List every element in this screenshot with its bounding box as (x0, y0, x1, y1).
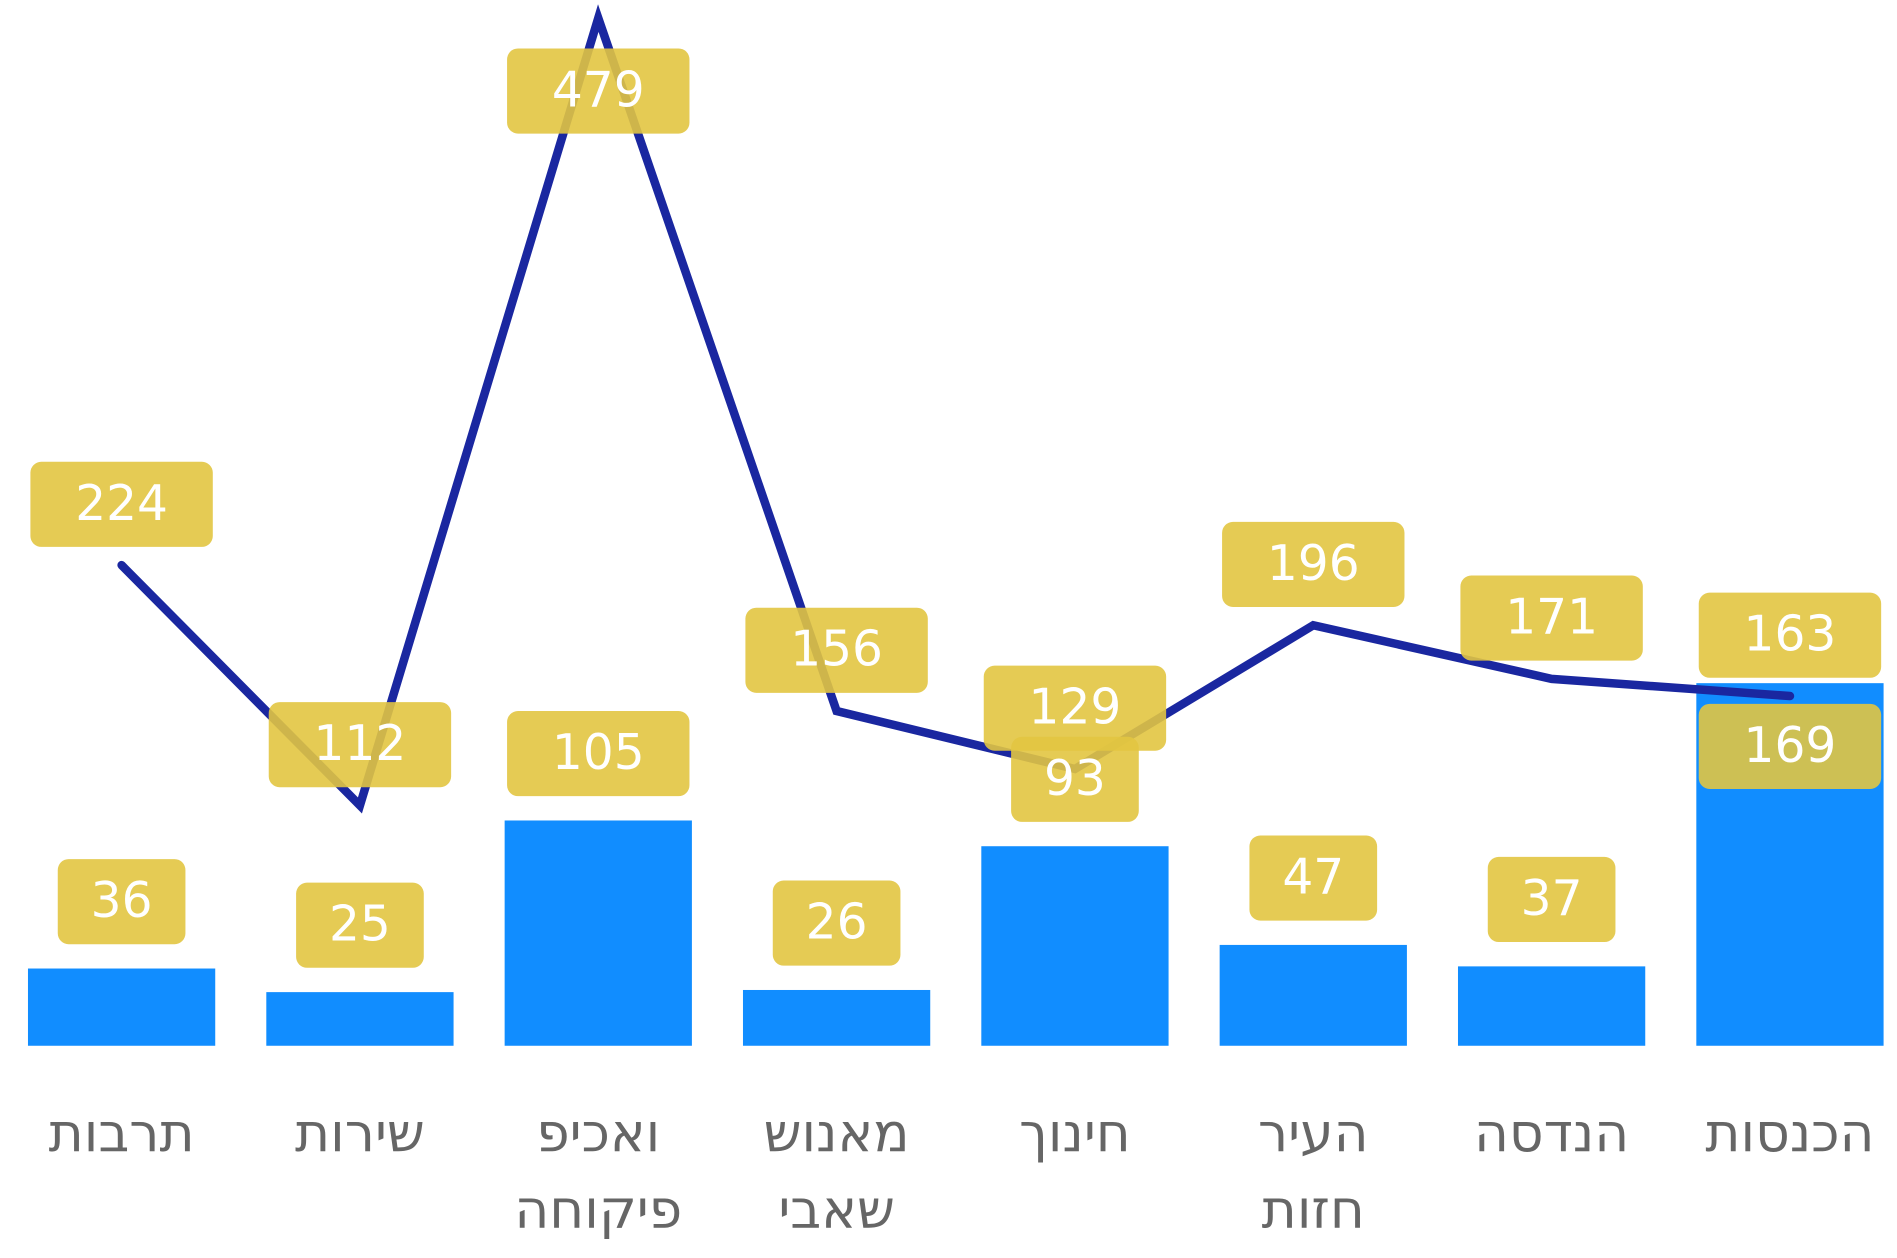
data-label-box (1698, 703, 1882, 789)
data-label: 479 (552, 62, 645, 118)
data-label: 169 (1744, 718, 1837, 774)
bar (742, 989, 931, 1046)
data-label-box (772, 880, 901, 966)
x-tick-label: תרבות (49, 1102, 195, 1165)
x-tick-label: שאבי (778, 1178, 895, 1241)
data-label: 224 (75, 476, 168, 532)
bar (1219, 944, 1407, 1046)
data-label: 37 (1521, 871, 1583, 927)
x-tick-label: חזות (1262, 1178, 1365, 1241)
data-label: 93 (1044, 751, 1106, 807)
data-label-box (30, 461, 213, 547)
line (117, 4, 1795, 814)
data-label: 163 (1744, 607, 1837, 663)
data-label: 156 (790, 622, 883, 678)
x-tick-label: חינוך (1019, 1102, 1131, 1165)
data-label: 196 (1267, 536, 1360, 592)
plot: 36 25 105 26 93 47 37 169 224 112 479 156 129 196 171 1… (27, 4, 1884, 1241)
bar (266, 992, 454, 1046)
x-tick-label: הכנסות (1705, 1102, 1874, 1165)
data-label-box (296, 882, 424, 968)
data-label-box (1487, 856, 1616, 943)
data-label-box (507, 711, 690, 797)
data-label: 25 (329, 897, 391, 953)
data-label: 112 (314, 716, 407, 772)
data-label-box (1011, 736, 1139, 822)
x-tick-label: הנדסה (1474, 1102, 1629, 1165)
data-label-box (1222, 521, 1405, 607)
data-label-box (507, 48, 690, 134)
data-label-box (745, 607, 928, 693)
data-label: 36 (91, 873, 153, 929)
data-label-box (1249, 835, 1378, 921)
data-label-box (57, 859, 186, 945)
x-tick-label: ואכיפ (536, 1102, 660, 1165)
x-tick-label: שירות (295, 1102, 425, 1165)
x-tick-label: מאנוש (764, 1102, 910, 1165)
data-label: 105 (552, 725, 645, 781)
bar (504, 820, 692, 1046)
bar (981, 846, 1169, 1046)
data-label: 47 (1282, 849, 1344, 905)
data-label-box (268, 702, 452, 788)
x-tick-label: פיקוחה (514, 1178, 682, 1241)
x-tick-label: העיר (1258, 1102, 1369, 1165)
data-label-box (1698, 592, 1882, 678)
data-label: 129 (1029, 680, 1122, 736)
bar (1457, 966, 1646, 1046)
data-label: 26 (806, 895, 868, 951)
bar (27, 968, 216, 1046)
data-label-box (1460, 575, 1643, 661)
data-label: 171 (1505, 590, 1598, 646)
data-label-box (983, 665, 1167, 751)
